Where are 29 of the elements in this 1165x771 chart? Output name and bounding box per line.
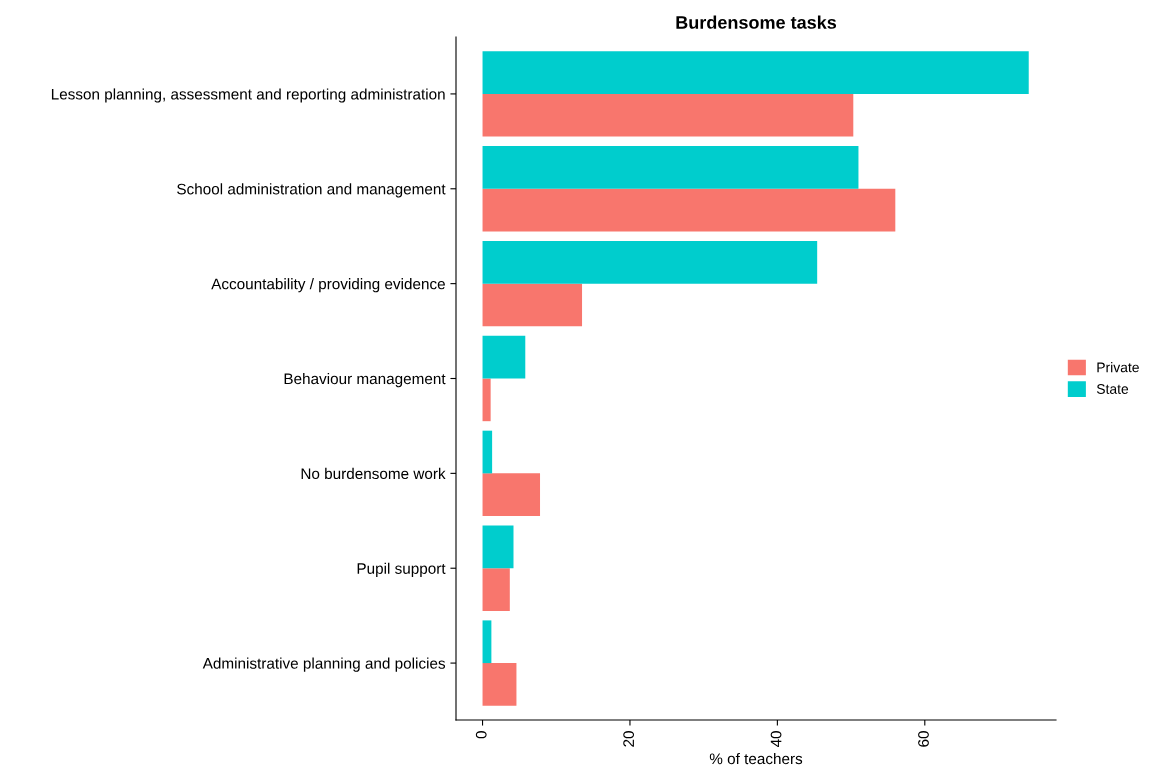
bar (482, 430, 493, 474)
y-tick-label: Behaviour management (284, 372, 446, 388)
y-tick-label: No burdensome work (301, 467, 446, 480)
bar (482, 240, 818, 284)
legend-label: State (1096, 384, 1129, 394)
bar (482, 473, 541, 517)
x-tick-label: 0 (475, 731, 487, 739)
legend-label: Private (1097, 362, 1139, 373)
x-tick-label: 40 (770, 731, 782, 748)
bar (482, 93, 854, 137)
y-tick-label: Pupil support (357, 562, 446, 577)
bar (482, 620, 492, 664)
bar (482, 146, 859, 189)
bar (482, 525, 514, 569)
x-tick-label: 60 (918, 731, 929, 747)
chart-title: Burdensome tasks (676, 15, 837, 29)
y-tick-label: Accountability / providing evidence (211, 278, 445, 293)
bar (482, 568, 510, 611)
x-axis-title: % of teachers (709, 752, 803, 765)
bar (482, 378, 491, 422)
y-tick-label: School administration and management (177, 183, 446, 198)
y-tick-label: Administrative planning and policies (202, 657, 446, 672)
bar (482, 188, 896, 232)
bar (482, 663, 517, 706)
bar (482, 283, 583, 327)
bar (482, 51, 1029, 94)
y-tick-label: Lesson planning, assessment and reporting administration (51, 88, 445, 103)
x-tick-label: 20 (623, 731, 635, 747)
bar (482, 335, 526, 379)
